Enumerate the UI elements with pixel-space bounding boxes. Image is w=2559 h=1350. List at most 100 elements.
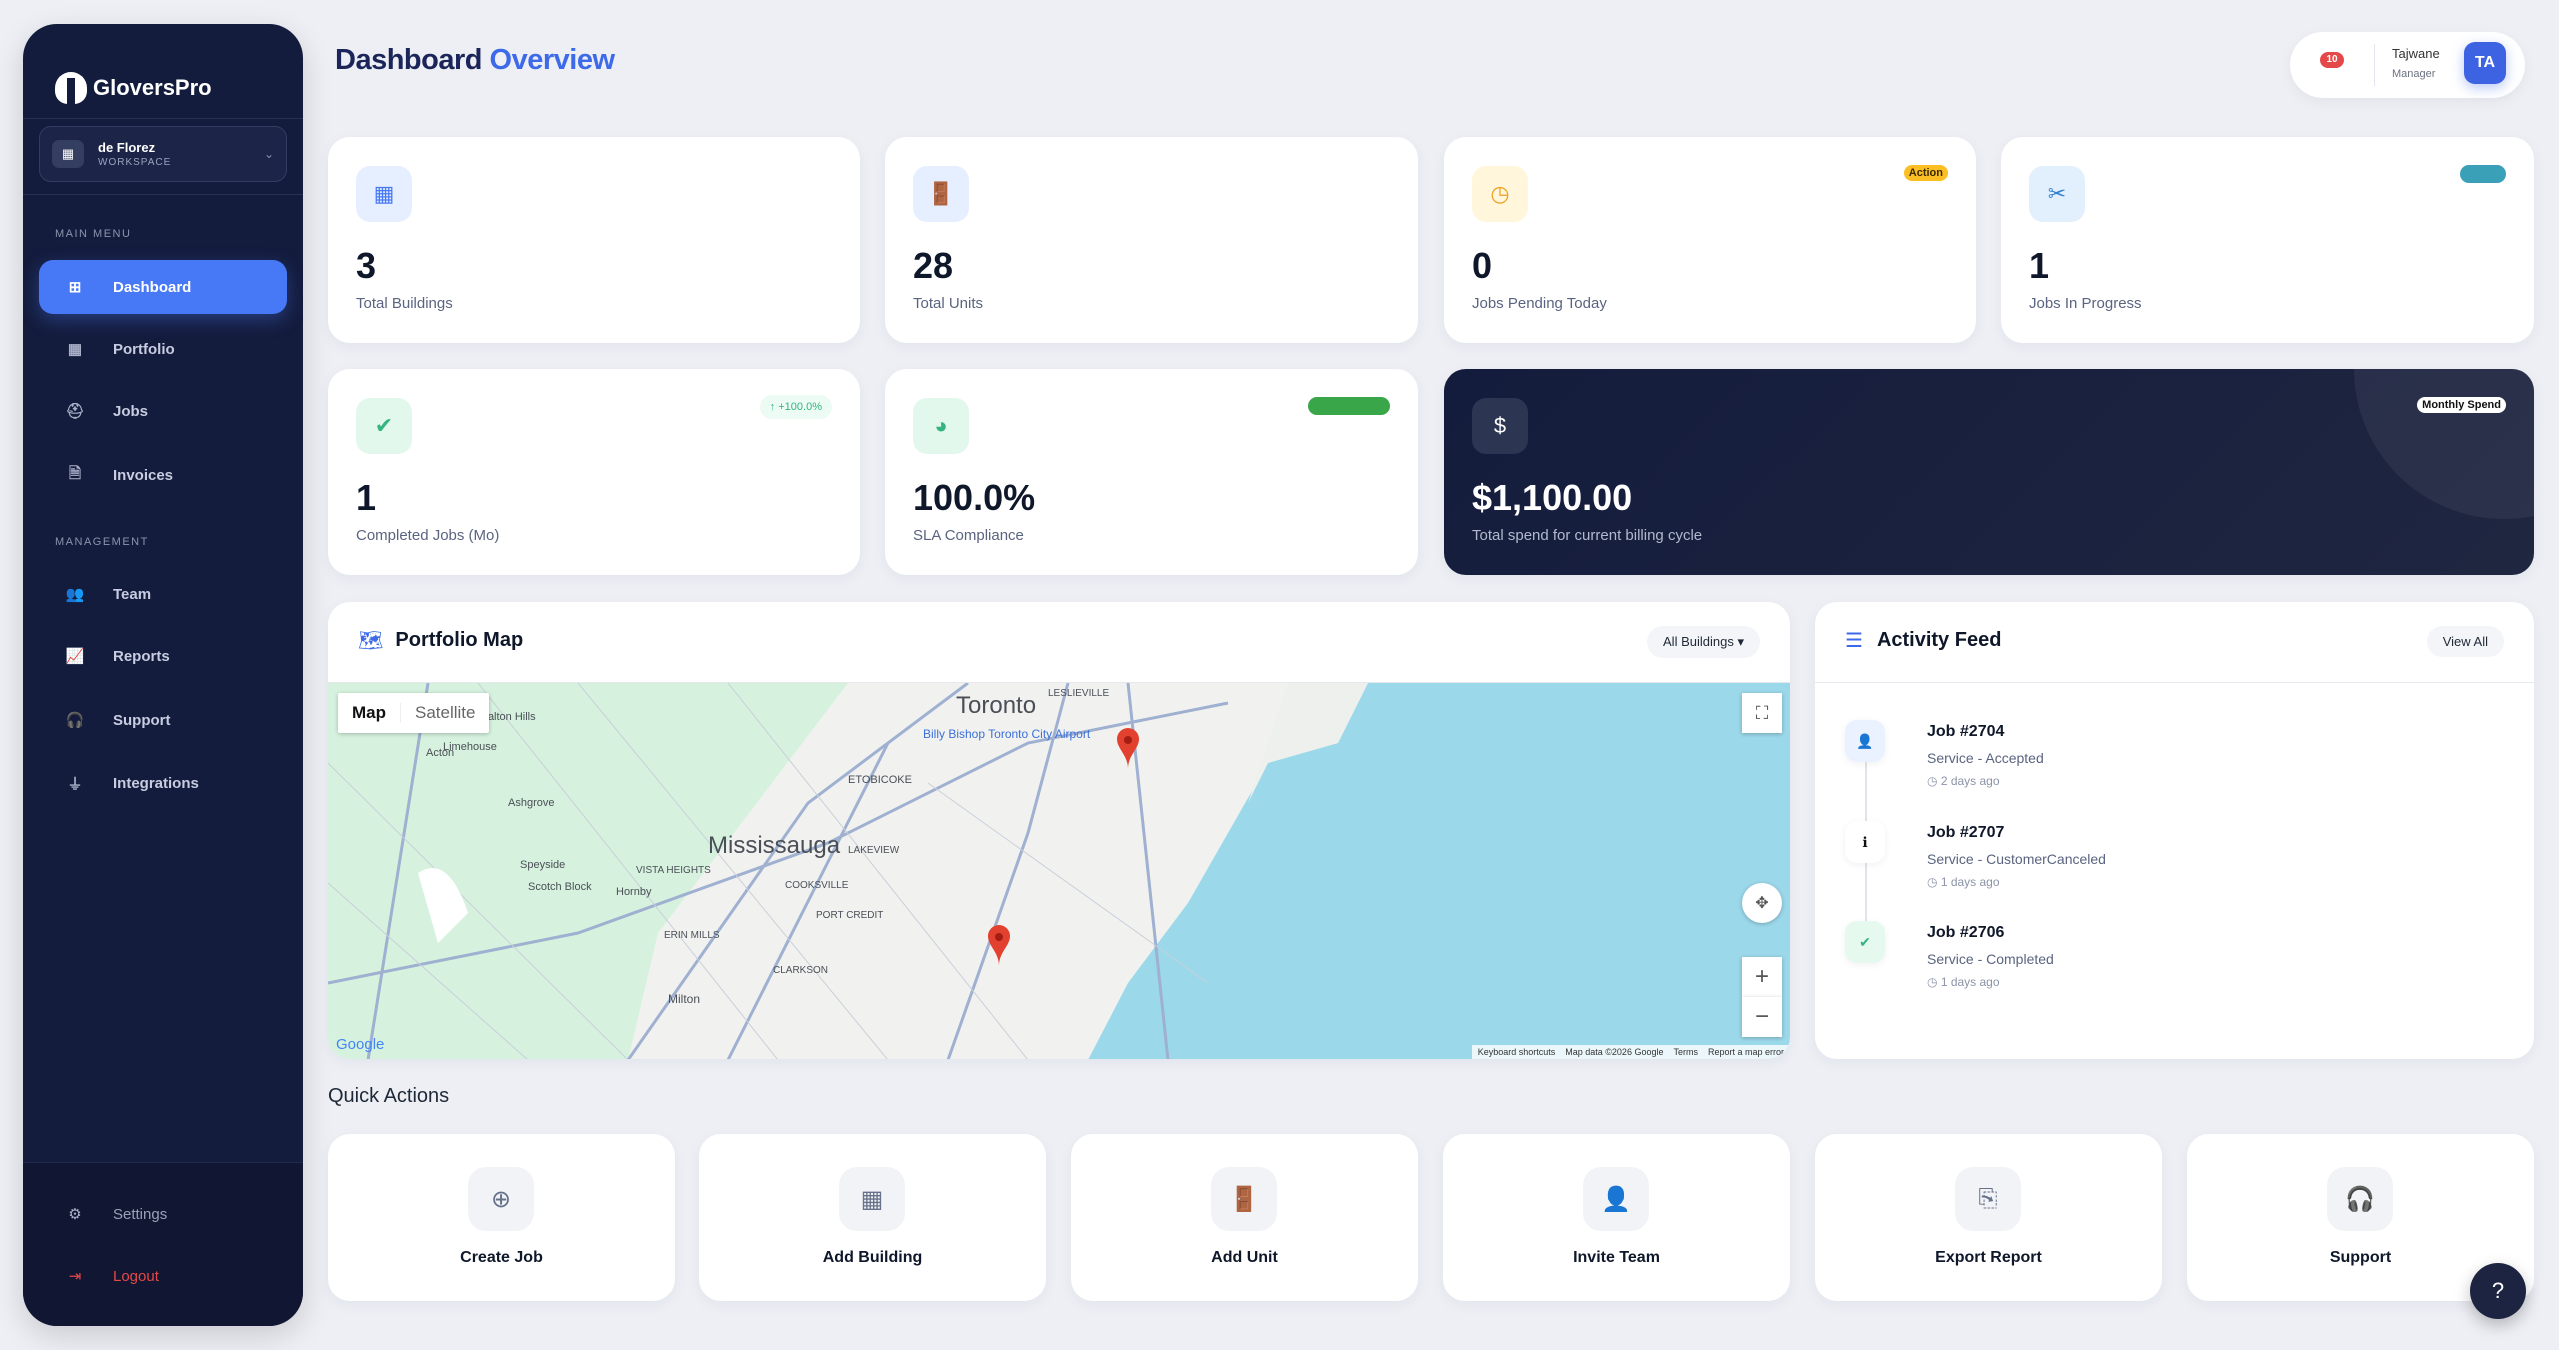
sidebar-footer: ⚙ Settings ⇥ Logout [23,1162,303,1326]
activity-item-time: ◷ 1 days ago [1927,975,2000,989]
activity-item-title: Job #2707 [1927,824,2005,841]
map-canvas[interactable]: Toronto Mississauga Billy Bishop Toronto… [328,683,1790,1059]
building-icon: ▦ [67,341,83,358]
activity-header: ☰ Activity Feed [1845,628,2001,653]
user-role: Manager [2392,68,2436,80]
report-error-link[interactable]: Report a map error [1707,1047,1784,1057]
zoom-in-button[interactable]: + [1742,957,1782,997]
keyboard-shortcuts-link[interactable]: Keyboard shortcuts [1477,1047,1556,1057]
sidebar-item-reports[interactable]: 📈 Reports [39,629,287,683]
invite-team-button[interactable]: 👤 Invite Team [1443,1134,1790,1301]
terms-link[interactable]: Terms [1673,1047,1698,1057]
view-all-button[interactable]: View All [2426,626,2504,657]
stat-value: 3 [356,245,377,286]
time-text: 1 days ago [1940,875,2000,889]
activity-item-status: Service - Completed [1927,951,2054,967]
sidebar-item-jobs[interactable]: ⛑ Jobs [39,384,287,438]
sidebar-item-label: Jobs [113,402,149,420]
avatar[interactable]: TA [2464,42,2506,84]
filter-value: All Buildings [1663,634,1734,649]
notification-bell-icon[interactable]: 10 [2320,52,2344,68]
sidebar-item-label: Portfolio [113,340,175,358]
sidebar-item-support[interactable]: 🎧 Support [39,693,287,747]
sidebar-item-integrations[interactable]: ⏚ Integrations [39,756,287,810]
help-button[interactable]: ? [2470,1263,2526,1319]
door-icon: 🚪 [1211,1167,1277,1231]
sidebar-item-portfolio[interactable]: ▦ Portfolio [39,322,287,376]
sidebar-item-team[interactable]: 👥 Team [39,567,287,621]
map-label-leslieville: LESLIEVILLE [1048,688,1109,699]
building-filter-dropdown[interactable]: All Buildings ▾ [1647,626,1760,658]
brand-name: GloversPro [93,75,212,100]
quick-action-label: Add Building [822,1249,923,1266]
tools-icon: ✂ [2029,166,2085,222]
map-header: 🗺 Portfolio Map [358,628,523,653]
sidebar-item-label: Invoices [113,466,174,484]
quick-actions-title: Quick Actions [328,1085,450,1107]
stat-label: Total Units [913,295,984,312]
sidebar-item-invoices[interactable]: 🗎 Invoices [39,448,287,502]
map-label-mississauga: Mississauga [708,832,841,859]
stat-card-monthly-spend[interactable]: $ Monthly Spend $1,100.00 Total spend fo… [1444,369,2534,575]
map-attribution: Keyboard shortcuts Map data ©2026 Google… [1471,1045,1790,1059]
quick-action-label: Invite Team [1573,1249,1660,1266]
map-icon: 🗺 [358,630,384,652]
export-report-button[interactable]: ⎘ Export Report [1815,1134,2162,1301]
status-badge [2460,165,2506,183]
clock-icon: ◷ [1472,166,1528,222]
settings-link[interactable]: ⚙ Settings [39,1187,287,1241]
stat-card-jobs-pending[interactable]: ◷ Action 0 Jobs Pending Today [1444,137,1976,343]
map-label-milton: Milton [668,992,700,1006]
map-pin[interactable] [1117,728,1139,769]
clock-icon: ◷ [1927,875,1941,889]
stat-value: 1 [356,477,377,518]
logout-label: Logout [113,1267,159,1285]
workspace-switcher[interactable]: ▦ de Florez WORKSPACE ⌄ [39,126,287,182]
stat-value: 1 [2029,245,2050,286]
info-icon: ℹ [1845,821,1885,863]
logout-icon: ⇥ [68,1268,82,1285]
map-view[interactable]: Toronto Mississauga Billy Bishop Toronto… [328,682,1790,1059]
dollar-icon: $ [1472,398,1528,454]
trend-badge: ↑ +100.0% [759,395,832,419]
gear-icon: ⚙ [68,1206,82,1223]
activity-item-status: Service - Accepted [1927,750,2044,766]
map-label-acton: Acton [426,747,454,759]
map-type-map[interactable]: Map [352,703,386,722]
add-unit-button[interactable]: 🚪 Add Unit [1071,1134,1418,1301]
quick-action-label: Support [2329,1249,2392,1266]
user-name: Tajwane [2392,46,2440,61]
map-type-satellite[interactable]: Satellite [400,703,489,723]
glove-logo-icon [55,72,87,104]
stat-card-sla-compliance[interactable]: ◕ 100.0% SLA Compliance [885,369,1418,575]
map-label-hornby: Hornby [616,886,652,898]
create-job-button[interactable]: ⊕ Create Job [328,1134,675,1301]
map-title: Portfolio Map [395,629,524,651]
activity-title: Activity Feed [1876,629,2002,651]
users-icon: 👥 [65,586,85,603]
quick-action-label: Export Report [1935,1249,2042,1266]
add-building-button[interactable]: ▦ Add Building [699,1134,1046,1301]
zoom-out-button[interactable]: − [1742,997,1782,1037]
stat-card-total-units[interactable]: 🚪 28 Total Units [885,137,1418,343]
brand-logo[interactable]: GloversPro [55,72,212,104]
stat-card-jobs-in-progress[interactable]: ✂ 1 Jobs In Progress [2001,137,2534,343]
map-label-clarkson: CLARKSON [773,965,828,976]
sidebar-item-label: Reports [113,647,170,665]
sidebar-item-label: Support [113,711,171,729]
file-export-icon: ⎘ [1955,1167,2021,1231]
decorative-circle [2354,369,2534,519]
stat-card-completed-jobs[interactable]: ✔ ↑ +100.0% 1 Completed Jobs (Mo) [328,369,860,575]
sidebar-item-dashboard[interactable]: ⊞ Dashboard [39,260,287,314]
building-icon: ▦ [839,1167,905,1231]
camera-control-icon[interactable]: ✥ [1742,883,1782,923]
map-type-control: Map Satellite [338,693,490,733]
stat-card-total-buildings[interactable]: ▦ 3 Total Buildings [328,137,860,343]
user-menu[interactable]: 10 Tajwane Manager TA [2290,32,2525,98]
map-label-scotch-block: Scotch Block [528,881,592,893]
logout-button[interactable]: ⇥ Logout [39,1249,287,1303]
stat-label: Total Buildings [356,295,453,312]
check-circle-icon: ✔ [356,398,412,454]
fullscreen-icon[interactable]: ⛶ [1742,693,1782,733]
map-pin[interactable] [988,925,1010,966]
